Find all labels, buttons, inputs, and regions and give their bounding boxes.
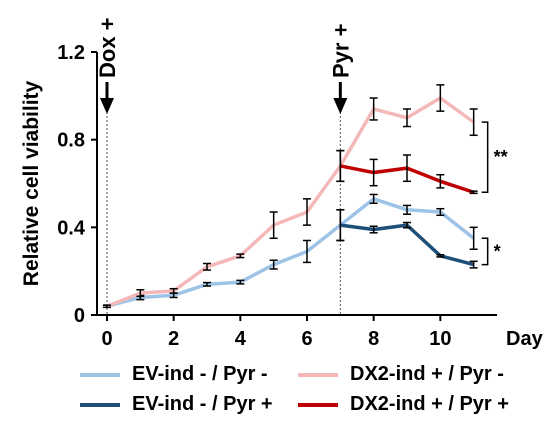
- y-axis-label: Relative cell viability: [20, 80, 43, 286]
- x-tick-label: 8: [368, 328, 379, 350]
- x-tick-label: 2: [168, 328, 179, 350]
- series-line: [106, 96, 475, 308]
- legend-label: EV-ind - / Pyr +: [132, 393, 273, 415]
- significance-bracket: [481, 237, 489, 266]
- legend-label: DX2-ind + / Pyr -: [350, 363, 504, 385]
- legend-item: DX2-ind + / Pyr -: [298, 363, 504, 386]
- series-line: [106, 197, 475, 308]
- y-tick-label: 0.8: [57, 130, 85, 152]
- significance-bracket: [481, 121, 489, 194]
- x-axis-unit: Day: [506, 328, 544, 350]
- significance-label: **: [494, 147, 508, 167]
- legend-swatch: [80, 372, 120, 377]
- x-tick-label: 6: [301, 328, 312, 350]
- legend-item: DX2-ind + / Pyr +: [298, 393, 509, 416]
- legend-swatch: [298, 402, 338, 407]
- x-axis: 0 2 4 6 8 10: [97, 314, 497, 350]
- series: [336, 149, 478, 195]
- legend-swatch: [298, 372, 338, 377]
- arrow-head: [100, 98, 114, 114]
- x-tick-label: 10: [429, 328, 451, 350]
- series: [336, 209, 478, 269]
- annotation-label: Dox +: [95, 17, 120, 78]
- legend-item: EV-ind - / Pyr +: [80, 393, 273, 416]
- legend: EV-ind - / Pyr - DX2-ind + / Pyr - EV-in…: [0, 355, 550, 425]
- x-tick-label: 0: [101, 328, 112, 350]
- y-axis: 0 0.4 0.8 1.2: [57, 42, 98, 327]
- legend-item: EV-ind - / Pyr -: [80, 363, 268, 386]
- legend-swatch: [80, 402, 120, 407]
- y-tick-label: 1.2: [57, 42, 85, 64]
- y-tick-label: 0: [74, 305, 85, 327]
- arrow-head: [333, 98, 348, 114]
- line-chart: 0 0.4 0.8 1.2 0 2 4 6 8 10 Relative cell viabili…: [20, 17, 544, 350]
- legend-label: DX2-ind + / Pyr +: [350, 393, 509, 415]
- y-tick-label: 0.4: [57, 217, 86, 239]
- significance-label: *: [494, 241, 501, 261]
- series: [103, 84, 478, 309]
- x-tick-label: 4: [235, 328, 247, 350]
- legend-label: EV-ind - / Pyr -: [132, 363, 268, 385]
- series-line: [340, 223, 475, 267]
- annotation-label: Pyr +: [328, 24, 353, 78]
